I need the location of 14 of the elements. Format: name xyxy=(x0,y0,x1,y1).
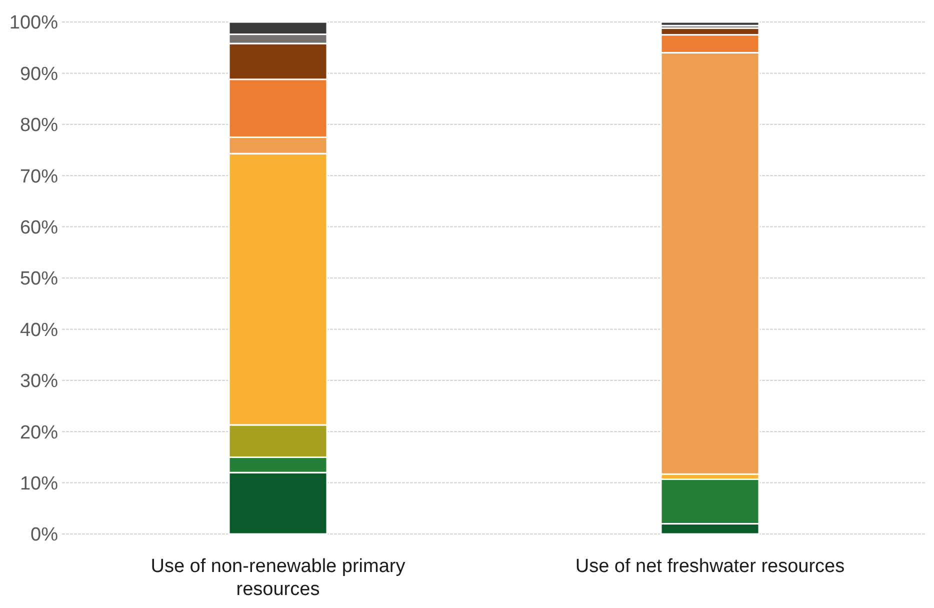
y-tick-label: 70% xyxy=(20,166,58,188)
y-tick-label: 90% xyxy=(20,64,58,85)
x-tick-label: Use of non-renewable primary resources xyxy=(150,556,406,600)
y-tick-label: 60% xyxy=(20,217,58,238)
y-tick-label: 50% xyxy=(20,268,58,290)
y-tick-label: 20% xyxy=(20,422,58,444)
y-tick-label: 80% xyxy=(20,115,58,136)
x-tick-label: Use of net freshwater resources xyxy=(575,556,845,577)
bar xyxy=(660,21,760,26)
y-tick-label: 0% xyxy=(30,524,58,546)
y-tick-label: 40% xyxy=(20,320,58,341)
y-tick-label: 30% xyxy=(20,371,58,392)
y-tick-label: 10% xyxy=(20,473,58,494)
y-tick-label: 100% xyxy=(9,12,58,34)
